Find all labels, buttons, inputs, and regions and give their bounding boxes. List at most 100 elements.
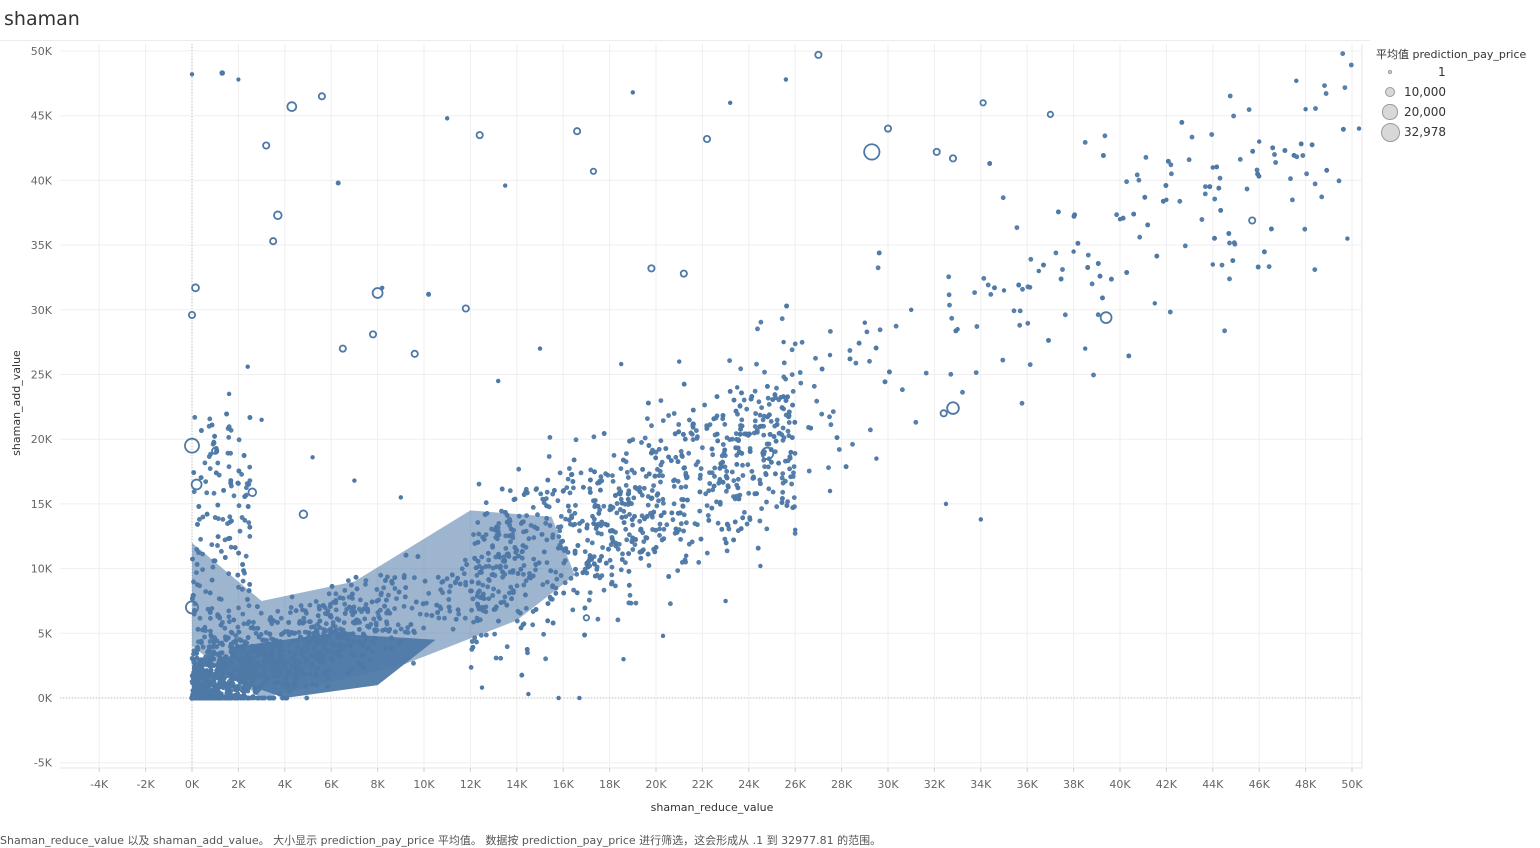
data-point[interactable] xyxy=(1099,311,1113,324)
data-point[interactable] xyxy=(737,403,743,409)
data-point[interactable] xyxy=(774,422,780,427)
data-point[interactable] xyxy=(678,537,683,542)
data-point[interactable] xyxy=(1237,156,1243,162)
data-point[interactable] xyxy=(673,454,679,460)
data-point[interactable] xyxy=(981,275,987,281)
data-point[interactable] xyxy=(561,590,567,596)
data-point[interactable] xyxy=(580,570,586,576)
data-point[interactable] xyxy=(587,556,593,561)
data-point[interactable] xyxy=(1095,261,1101,266)
data-point[interactable] xyxy=(1101,153,1106,158)
data-point[interactable] xyxy=(572,510,578,516)
data-point[interactable] xyxy=(1016,282,1022,288)
data-point[interactable] xyxy=(222,555,228,560)
data-point[interactable] xyxy=(704,424,710,430)
data-point[interactable] xyxy=(1124,270,1130,275)
data-point[interactable] xyxy=(707,470,712,475)
data-point[interactable] xyxy=(776,460,781,466)
data-point[interactable] xyxy=(226,464,232,470)
data-point[interactable] xyxy=(867,358,872,364)
data-point[interactable] xyxy=(1017,322,1023,328)
data-point[interactable] xyxy=(1041,262,1046,268)
data-point[interactable] xyxy=(353,574,359,580)
data-point[interactable] xyxy=(614,510,620,516)
data-point[interactable] xyxy=(783,398,789,403)
data-point[interactable] xyxy=(642,516,647,522)
data-point[interactable] xyxy=(780,437,786,443)
data-point[interactable] xyxy=(685,497,690,503)
data-point[interactable] xyxy=(620,551,625,557)
data-point[interactable] xyxy=(236,437,242,443)
data-point[interactable] xyxy=(656,498,661,504)
data-point[interactable] xyxy=(1222,328,1227,334)
data-point[interactable] xyxy=(758,481,763,487)
data-point[interactable] xyxy=(720,442,726,447)
data-point[interactable] xyxy=(792,527,798,533)
data-point[interactable] xyxy=(1231,113,1236,119)
data-point[interactable] xyxy=(200,514,206,520)
data-point[interactable] xyxy=(711,483,717,489)
data-point[interactable] xyxy=(736,438,741,443)
data-point[interactable] xyxy=(973,370,979,375)
data-point[interactable] xyxy=(727,388,733,394)
data-point[interactable] xyxy=(715,438,721,444)
data-point[interactable] xyxy=(705,513,711,518)
data-point[interactable] xyxy=(1028,256,1034,262)
data-point[interactable] xyxy=(687,417,692,423)
data-point[interactable] xyxy=(625,496,631,502)
data-point[interactable] xyxy=(720,479,726,485)
data-point[interactable] xyxy=(654,503,660,509)
data-point[interactable] xyxy=(250,694,256,699)
data-point[interactable] xyxy=(565,476,571,482)
data-point[interactable] xyxy=(678,484,684,490)
data-point[interactable] xyxy=(700,445,705,451)
data-point[interactable] xyxy=(1288,176,1293,182)
data-point[interactable] xyxy=(727,358,732,363)
data-point[interactable] xyxy=(541,631,546,637)
data-point[interactable] xyxy=(671,501,677,507)
data-point[interactable] xyxy=(660,473,665,479)
data-point[interactable] xyxy=(575,543,581,548)
data-point[interactable] xyxy=(558,514,564,519)
data-point[interactable] xyxy=(764,499,769,505)
data-point[interactable] xyxy=(697,508,703,514)
data-point[interactable] xyxy=(738,426,743,432)
data-point[interactable] xyxy=(923,370,929,376)
data-point[interactable] xyxy=(813,355,818,361)
data-point[interactable] xyxy=(774,417,780,423)
data-point[interactable] xyxy=(547,595,553,600)
data-point[interactable] xyxy=(683,553,689,558)
data-point[interactable] xyxy=(741,397,747,403)
data-point[interactable] xyxy=(827,488,833,494)
data-point[interactable] xyxy=(740,473,746,478)
data-point[interactable] xyxy=(712,465,718,471)
data-point[interactable] xyxy=(747,449,753,454)
data-point[interactable] xyxy=(949,315,955,321)
data-point[interactable] xyxy=(411,660,416,666)
data-point[interactable] xyxy=(797,370,803,375)
data-point[interactable] xyxy=(226,434,232,440)
data-point[interactable] xyxy=(498,655,504,661)
data-point[interactable] xyxy=(598,474,604,480)
data-point[interactable] xyxy=(704,503,710,508)
data-point[interactable] xyxy=(733,408,739,414)
data-point[interactable] xyxy=(715,520,721,526)
data-point[interactable] xyxy=(624,469,630,475)
data-point[interactable] xyxy=(616,486,622,491)
data-point[interactable] xyxy=(228,544,234,550)
data-point[interactable] xyxy=(1246,107,1252,112)
data-point[interactable] xyxy=(237,528,243,534)
data-point[interactable] xyxy=(913,419,919,425)
data-point[interactable] xyxy=(247,464,253,470)
data-point[interactable] xyxy=(1046,337,1051,343)
data-point[interactable] xyxy=(731,537,736,543)
data-point[interactable] xyxy=(696,560,702,565)
data-point[interactable] xyxy=(247,524,253,530)
data-point[interactable] xyxy=(610,473,615,478)
data-point[interactable] xyxy=(737,431,743,437)
data-point[interactable] xyxy=(650,527,655,532)
data-point[interactable] xyxy=(630,535,636,541)
data-point[interactable] xyxy=(625,475,631,480)
data-point[interactable] xyxy=(678,521,684,527)
data-point[interactable] xyxy=(641,539,647,544)
